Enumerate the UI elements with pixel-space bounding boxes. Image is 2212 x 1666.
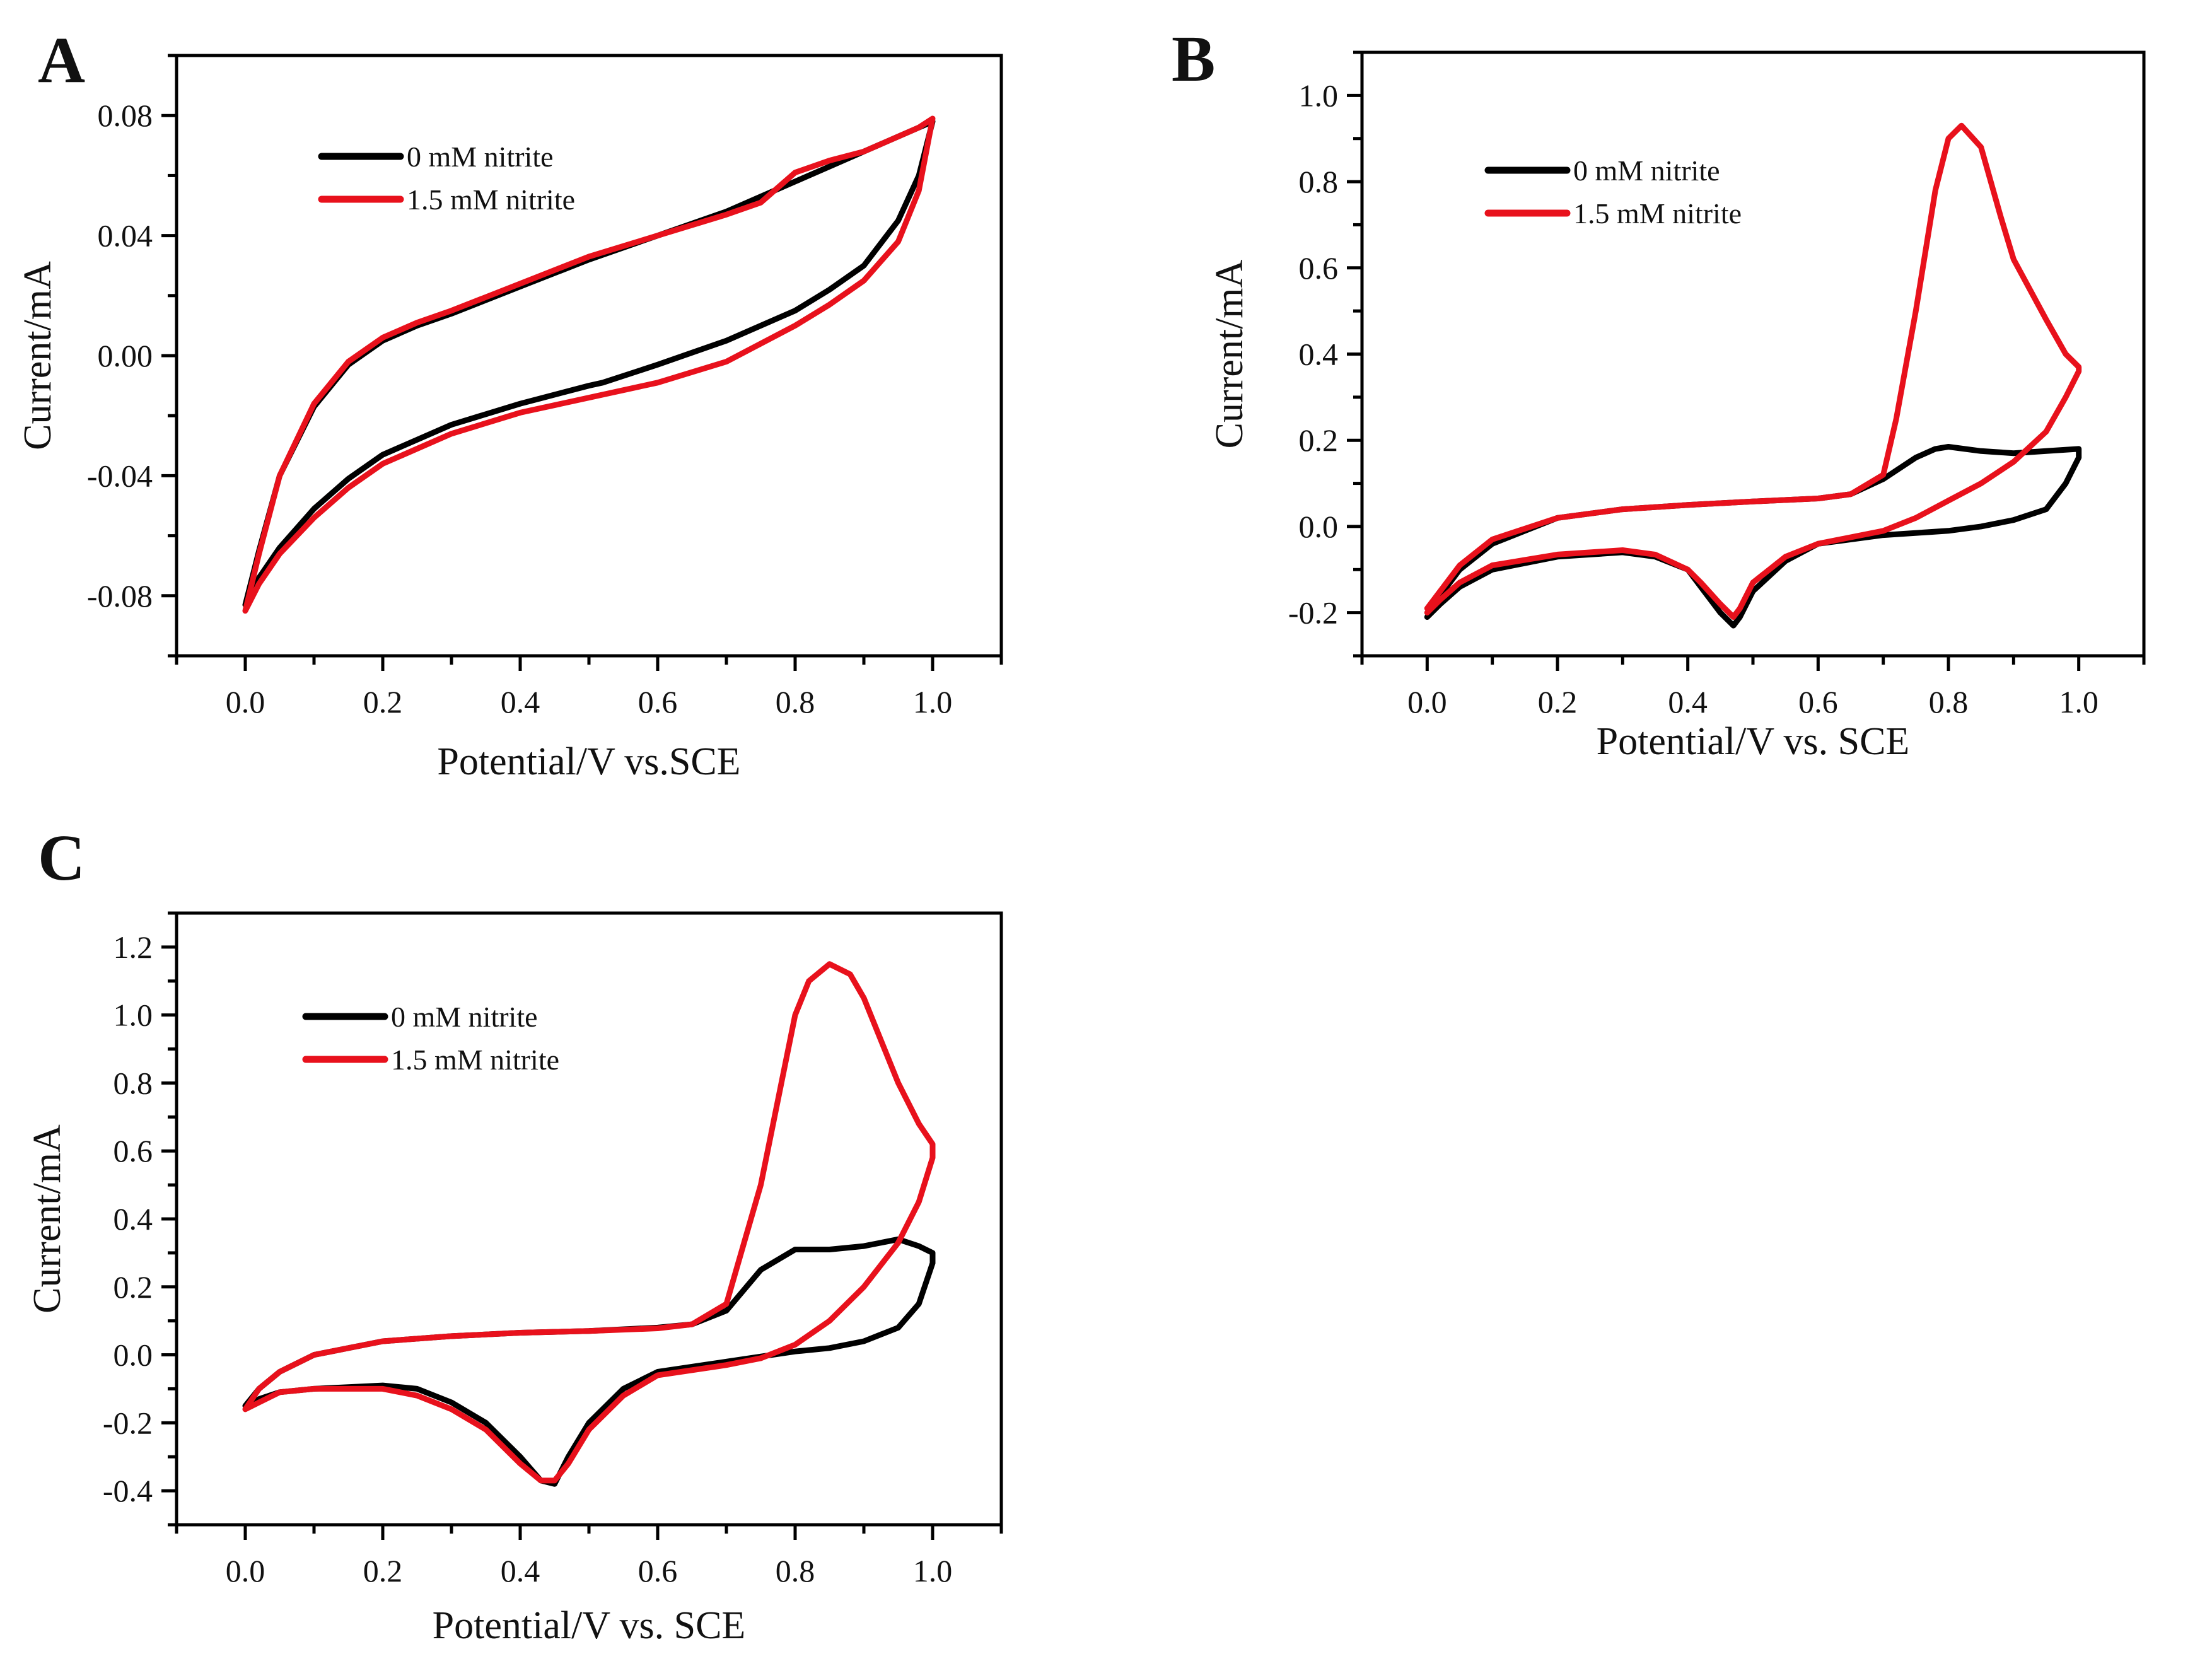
y-tick-label: 1.0	[114, 998, 153, 1033]
x-tick-label: 1.0	[913, 1553, 953, 1588]
y-tick-label: 0.8	[1299, 164, 1339, 199]
y-tick-label: -0.2	[103, 1405, 153, 1440]
x-tick-label: 0.8	[776, 1553, 815, 1588]
panel-a: 0.0 0.2 0.4 0.6 0.8 1.0 -0.08 -0.04 0.00 0.04 0.08…	[16, 24, 1003, 783]
legend-label: 1.5 mM nitrite	[391, 1044, 559, 1076]
legend-label: 1.5 mM nitrite	[1573, 197, 1742, 230]
x-tick-label: 0.2	[1538, 684, 1578, 719]
y-tick-label: 0.2	[114, 1269, 153, 1305]
x-axis-title: Potential/V vs.SCE	[437, 740, 740, 783]
series-line-1-5mM	[1424, 122, 2082, 620]
y-tick-label: -0.08	[87, 578, 153, 614]
legend-label: 0 mM nitrite	[391, 1001, 538, 1033]
panel-label: B	[1172, 23, 1215, 95]
y-tick-label: 0.2	[1299, 422, 1339, 458]
y-tick-label: -0.04	[87, 458, 153, 493]
x-tick-label: 0.0	[226, 1553, 265, 1588]
legend-label: 0 mM nitrite	[1573, 154, 1720, 187]
x-tick-label: 0.4	[501, 1553, 540, 1588]
panel-label: C	[38, 822, 85, 894]
x-tick-label: 1.0	[913, 684, 953, 719]
series-line-0mM	[1424, 444, 2082, 629]
y-tick-label: 0.8	[114, 1065, 153, 1100]
series-line-0mM	[242, 1236, 936, 1487]
y-axis-title: Current/mA	[26, 1124, 69, 1314]
y-tick-label: 0.08	[98, 98, 153, 133]
panel-b: 0.0 0.2 0.4 0.6 0.8 1.0 -0.2 0.0 0.2 0.4 0.6 0.8 1.0…	[1172, 23, 2146, 763]
x-tick-label: 0.0	[226, 684, 265, 719]
series-line-1-5mM	[242, 961, 936, 1484]
series-line-1-5mM	[242, 115, 936, 614]
x-tick-label: 0.6	[1798, 684, 1838, 719]
x-tick-label: 0.6	[638, 684, 678, 719]
x-tick-label: 0.2	[363, 1553, 403, 1588]
y-tick-label: 1.2	[114, 929, 153, 965]
y-tick-label: 0.6	[1299, 250, 1339, 286]
x-tick-label: 0.4	[1668, 684, 1708, 719]
x-axis-title: Potential/V vs. SCE	[1597, 720, 1910, 763]
y-tick-label: 0.00	[98, 338, 153, 373]
x-tick-label: 0.6	[638, 1553, 678, 1588]
y-tick-label: 0.4	[114, 1201, 153, 1237]
y-tick-label: 0.4	[1299, 337, 1339, 372]
plot-frame	[1360, 50, 2146, 658]
y-tick-label: 0.6	[114, 1133, 153, 1168]
y-tick-label: 0.0	[1299, 509, 1339, 544]
y-tick-label: -0.2	[1288, 595, 1338, 631]
y-tick-label: 1.0	[1299, 78, 1339, 113]
panel-c: 0.0 0.2 0.4 0.6 0.8 1.0 -0.4 -0.2 0.0 0.2 0.4 0.6 0.…	[26, 822, 1003, 1647]
legend-label: 1.5 mM nitrite	[407, 183, 575, 216]
y-tick-label: 0.04	[98, 218, 153, 253]
panel-label: A	[38, 24, 85, 96]
x-tick-label: 0.4	[501, 684, 540, 719]
y-axis-title: Current/mA	[1208, 259, 1251, 448]
x-tick-label: 1.0	[2059, 684, 2098, 719]
y-tick-label: -0.4	[103, 1473, 153, 1508]
x-tick-label: 0.8	[776, 684, 815, 719]
legend-label: 0 mM nitrite	[407, 141, 554, 173]
x-tick-label: 0.0	[1407, 684, 1447, 719]
y-axis-title: Current/mA	[16, 261, 59, 450]
y-tick-label: 0.0	[114, 1337, 153, 1373]
x-tick-label: 0.8	[1929, 684, 1969, 719]
x-tick-label: 0.2	[363, 684, 403, 719]
x-axis-title: Potential/V vs. SCE	[433, 1604, 746, 1647]
